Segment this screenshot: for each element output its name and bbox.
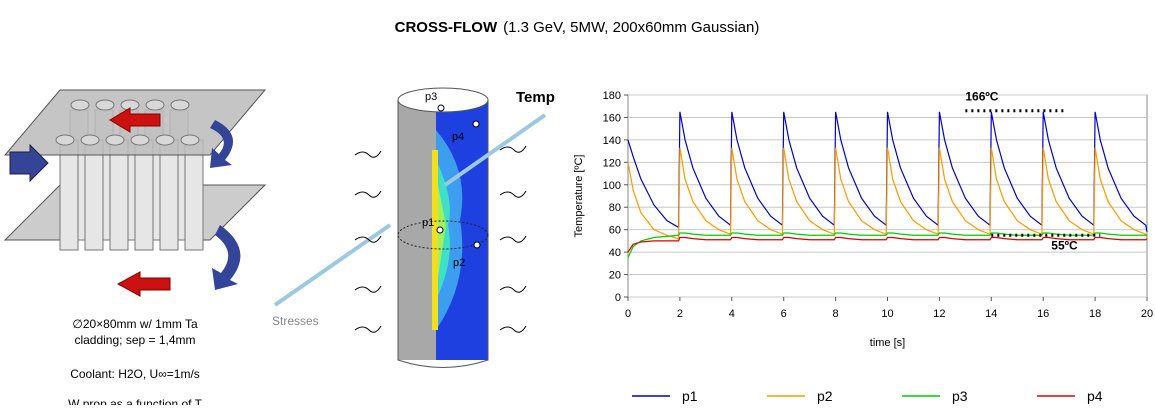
legend-label: p1 (682, 388, 698, 404)
x-tick-label: 4 (729, 308, 735, 320)
y-tick-label: 100 (603, 180, 621, 192)
legend-label: p2 (817, 388, 833, 404)
x-tick-label: 14 (985, 308, 997, 320)
y-tick-label: 40 (609, 247, 621, 259)
y-tick-label: 160 (603, 112, 621, 124)
legend-label: p3 (952, 388, 968, 404)
y-tick-label: 20 (609, 270, 621, 282)
annotation-label: 166ºC (965, 90, 998, 104)
title-sub: (1.3 GeV, 5MW, 200x60mm Gaussian) (503, 19, 759, 36)
point-label: p4 (452, 131, 464, 143)
series-line (627, 232, 1147, 258)
series-line (627, 147, 1148, 240)
x-tick-label: 10 (881, 308, 893, 320)
title: CROSS-FLOW (1.3 GeV, 5MW, 200x60mm Gaussi… (395, 19, 760, 36)
x-tick-label: 16 (1037, 308, 1049, 320)
x-tick-label: 0 (625, 308, 631, 320)
series-line (627, 236, 1148, 253)
y-axis-label: Temperature [ºC] (573, 155, 585, 238)
x-tick-label: 2 (677, 308, 683, 320)
y-tick-label: 120 (603, 157, 621, 169)
y-tick-label: 80 (609, 202, 621, 214)
annotation-label: 55ºC (1051, 238, 1078, 252)
y-tick-label: 60 (609, 225, 621, 237)
x-axis-label: time [s] (870, 337, 905, 349)
x-tick-label: 6 (781, 308, 787, 320)
y-tick-label: 180 (603, 90, 621, 102)
series-line (627, 111, 1148, 233)
y-tick-label: 140 (603, 135, 621, 147)
note: Coolant: H2O, U∞=1m/s (70, 367, 200, 381)
rod-bundle (3, 89, 267, 297)
note: ∅20×80mm w/ 1mm Ta (72, 317, 198, 331)
x-tick-label: 20 (1141, 308, 1153, 320)
legend-label: p4 (1087, 388, 1103, 404)
point-label: p2 (453, 257, 465, 269)
stress-label: Stresses (272, 314, 319, 328)
note: W prop as a function of T (68, 397, 203, 405)
note: cladding; sep = 1,4mm (74, 333, 195, 347)
point-label: p1 (422, 217, 434, 229)
y-tick-label: 0 (615, 292, 621, 304)
x-tick-label: 18 (1089, 308, 1101, 320)
chart: 0 20 40 60 80 100 120 140 160 180 0 2 4 6 8 10 12 14 16 18 2… (573, 90, 1153, 404)
rod-contour (273, 87, 547, 368)
x-tick-label: 8 (833, 308, 839, 320)
title-main: CROSS-FLOW (395, 19, 498, 36)
point-label: p3 (425, 91, 437, 103)
x-tick-label: 12 (933, 308, 945, 320)
temp-label: Temp (516, 89, 555, 106)
